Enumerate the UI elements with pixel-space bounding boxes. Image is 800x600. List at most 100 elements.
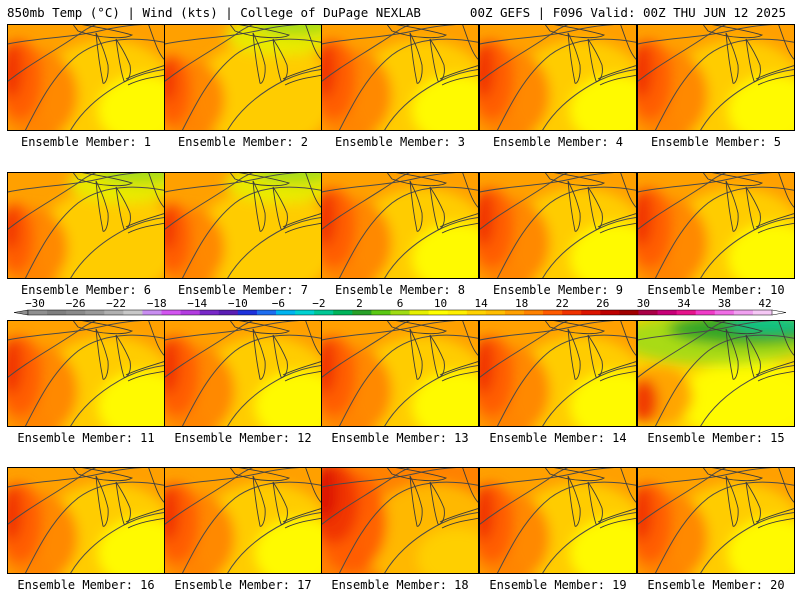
ensemble-member-map [321, 172, 479, 279]
colorbar-swatch [390, 310, 411, 315]
ensemble-member-map [7, 467, 165, 574]
colorbar-swatch [28, 310, 48, 315]
colorbar-swatch [638, 310, 659, 315]
colorbar-tick-label: −2 [312, 297, 325, 310]
colorbar-swatch [276, 310, 296, 315]
colorbar-swatch [256, 310, 277, 315]
ensemble-member-map [479, 467, 637, 574]
colorbar-swatch [218, 310, 239, 315]
colorbar-tick-label: −26 [66, 297, 86, 310]
colorbar-tick-label: 14 [474, 297, 488, 310]
ensemble-member-map [321, 24, 479, 131]
ensemble-member-label: Ensemble Member: 17 [174, 578, 312, 592]
ensemble-member-map [7, 320, 165, 427]
colorbar-swatch [562, 310, 582, 315]
colorbar-swatch [733, 310, 754, 315]
ensemble-member-label: Ensemble Member: 13 [331, 431, 469, 445]
colorbar-swatch [485, 310, 506, 315]
ensemble-member-label: Ensemble Member: 12 [174, 431, 312, 445]
ensemble-member-map [164, 172, 322, 279]
ensemble-member-label: Ensemble Member: 7 [177, 283, 309, 297]
header-valid-time: 00Z GEFS | F096 Valid: 00Z THU JUN 12 20… [469, 5, 786, 20]
colorbar-swatch [428, 310, 449, 315]
ensemble-member-map [164, 467, 322, 574]
colorbar-swatch [447, 310, 468, 315]
colorbar-tick-label: 30 [637, 297, 650, 310]
ensemble-member-map [637, 467, 795, 574]
colorbar-max-arrow [771, 309, 787, 316]
colorbar-swatch [333, 310, 353, 315]
ensemble-member-label: Ensemble Member: 16 [17, 578, 155, 592]
colorbar-swatch [47, 310, 67, 315]
ensemble-member-label: Ensemble Member: 5 [650, 135, 782, 149]
colorbar-swatch [543, 310, 563, 315]
colorbar-swatch [199, 310, 220, 315]
ensemble-member-map [321, 320, 479, 427]
ensemble-member-label: Ensemble Member: 4 [492, 135, 624, 149]
colorbar-tick-label: −22 [106, 297, 126, 310]
colorbar-min-arrow [13, 309, 29, 316]
ensemble-member-map [479, 320, 637, 427]
colorbar-tick-label: −18 [147, 297, 167, 310]
colorbar-swatch [66, 310, 86, 315]
temperature-colorbar: −30 −26 −22 −18 −14 −10 −6 −2 2 6 10 14 18 22 26 30 34 38… [13, 297, 787, 316]
ensemble-member-label: Ensemble Member: 14 [489, 431, 627, 445]
ensemble-member-map [637, 172, 795, 279]
ensemble-member-label: Ensemble Member: 20 [647, 578, 785, 592]
ensemble-member-map [637, 24, 795, 131]
colorbar-swatch [104, 310, 124, 315]
colorbar-swatch [619, 310, 639, 315]
ensemble-member-label: Ensemble Member: 6 [20, 283, 152, 297]
ensemble-member-map [321, 467, 479, 574]
colorbar-tick-label: −10 [228, 297, 248, 310]
ensemble-member-map [164, 320, 322, 427]
colorbar-tick-label: −6 [272, 297, 285, 310]
colorbar-swatch [161, 310, 182, 315]
ensemble-member-label: Ensemble Member: 9 [492, 283, 624, 297]
ensemble-member-label: Ensemble Member: 18 [331, 578, 469, 592]
ensemble-member-map [637, 320, 795, 427]
ensemble-member-label: Ensemble Member: 3 [334, 135, 466, 149]
ensemble-member-label: Ensemble Member: 19 [489, 578, 627, 592]
colorbar-swatch [676, 310, 697, 315]
colorbar-tick-label: 42 [758, 297, 771, 310]
ensemble-member-map [164, 24, 322, 131]
colorbar-swatch [657, 310, 678, 315]
colorbar-swatch [524, 310, 544, 315]
colorbar-tick-label: 2 [356, 297, 363, 310]
colorbar-tick-label: −14 [187, 297, 207, 310]
ensemble-member-label: Ensemble Member: 11 [17, 431, 155, 445]
colorbar-swatch [752, 310, 773, 315]
colorbar-tick-label: 38 [718, 297, 731, 310]
colorbar-swatch [142, 310, 163, 315]
colorbar-swatch [714, 310, 735, 315]
colorbar-swatch [180, 310, 201, 315]
colorbar-swatch [123, 310, 143, 315]
colorbar-tick-label: 22 [556, 297, 569, 310]
colorbar-swatch [314, 310, 334, 315]
colorbar-tick-label: 10 [434, 297, 447, 310]
colorbar-swatch [371, 310, 391, 315]
colorbar-swatch [409, 310, 430, 315]
colorbar-swatch [600, 310, 620, 315]
colorbar-tick-label: 6 [397, 297, 404, 310]
colorbar-swatch [581, 310, 601, 315]
ensemble-member-map [479, 172, 637, 279]
ensemble-member-label: Ensemble Member: 10 [647, 283, 785, 297]
ensemble-member-label: Ensemble Member: 2 [177, 135, 309, 149]
ensemble-member-label: Ensemble Member: 8 [334, 283, 466, 297]
colorbar-swatch [352, 310, 372, 315]
ensemble-member-map [7, 172, 165, 279]
colorbar-swatch [237, 310, 258, 315]
header-title: 850mb Temp (°C) | Wind (kts) | College o… [7, 5, 421, 20]
colorbar-swatch [695, 310, 716, 315]
colorbar-swatch [466, 310, 487, 315]
ensemble-member-map [7, 24, 165, 131]
colorbar-swatch [504, 310, 525, 315]
ensemble-member-label: Ensemble Member: 1 [20, 135, 152, 149]
colorbar-swatch [85, 310, 105, 315]
colorbar-swatch [295, 310, 315, 315]
colorbar-frame [27, 309, 773, 316]
ensemble-member-map [479, 24, 637, 131]
colorbar-tick-label: 26 [596, 297, 609, 310]
